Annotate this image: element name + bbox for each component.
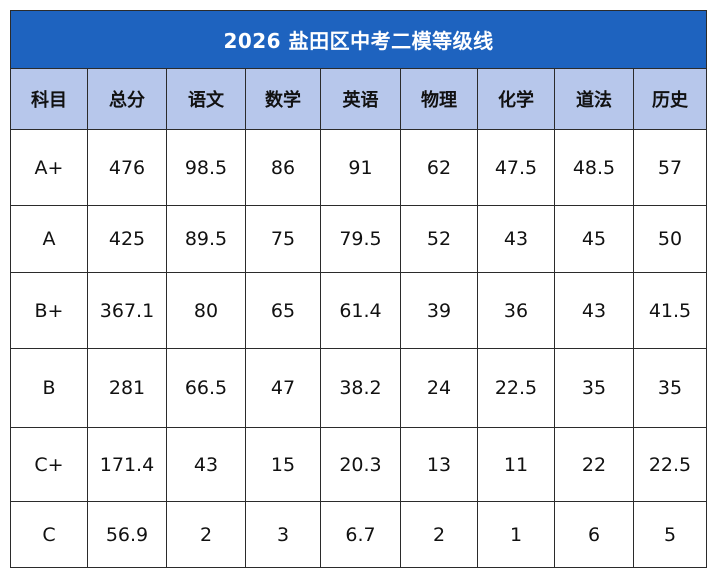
grade-level-cell: A — [10, 205, 88, 273]
table-row: C 56.9 2 3 6.7 2 1 6 5 — [10, 501, 708, 568]
grade-level-cell: C — [10, 501, 88, 568]
grade-line-table: 2026 盐田区中考二模等级线 科目 总分 语文 数学 英语 物理 化学 道法 … — [9, 10, 708, 568]
table-cell: 89.5 — [166, 205, 246, 273]
table-cell: 43 — [554, 272, 634, 349]
title-row: 2026 盐田区中考二模等级线 — [9, 10, 708, 69]
table-cell: 61.4 — [320, 272, 401, 349]
table-cell: 22 — [554, 427, 634, 502]
table-cell: 48.5 — [554, 129, 634, 206]
table-cell: 5 — [632, 501, 708, 568]
table-cell: 41.5 — [632, 272, 708, 349]
column-header-subject: 科目 — [10, 68, 88, 130]
table-cell: 20.3 — [320, 427, 401, 502]
table-cell: 98.5 — [166, 129, 246, 206]
table-cell: 66.5 — [166, 348, 246, 428]
table-cell: 13 — [400, 427, 478, 502]
table-cell: 56.9 — [87, 501, 167, 568]
table-cell: 425 — [87, 205, 167, 273]
column-header-total: 总分 — [87, 68, 167, 130]
table-title: 2026 盐田区中考二模等级线 — [9, 10, 708, 69]
table-cell: 2 — [166, 501, 246, 568]
column-header-english: 英语 — [320, 68, 401, 130]
table-cell: 171.4 — [87, 427, 167, 502]
grade-level-cell: C+ — [10, 427, 88, 502]
table-cell: 22.5 — [632, 427, 708, 502]
table-cell: 35 — [554, 348, 634, 428]
table-cell: 43 — [166, 427, 246, 502]
table-row: C+ 171.4 43 15 20.3 13 11 22 22.5 — [10, 427, 708, 502]
table-cell: 47.5 — [477, 129, 555, 206]
table-cell: 22.5 — [477, 348, 555, 428]
grade-level-cell: B — [10, 348, 88, 428]
table-cell: 65 — [245, 272, 321, 349]
header-row: 科目 总分 语文 数学 英语 物理 化学 道法 历史 — [10, 68, 708, 130]
table-row: A 425 89.5 75 79.5 52 43 45 50 — [10, 205, 708, 273]
table-cell: 36 — [477, 272, 555, 349]
table-cell: 367.1 — [87, 272, 167, 349]
table-cell: 6 — [554, 501, 634, 568]
table-cell: 86 — [245, 129, 321, 206]
table-cell: 47 — [245, 348, 321, 428]
table-cell: 38.2 — [320, 348, 401, 428]
table-cell: 281 — [87, 348, 167, 428]
table-cell: 24 — [400, 348, 478, 428]
table-cell: 1 — [477, 501, 555, 568]
table-cell: 3 — [245, 501, 321, 568]
table-cell: 2 — [400, 501, 478, 568]
table-row: B+ 367.1 80 65 61.4 39 36 43 41.5 — [10, 272, 708, 349]
column-header-ethics-law: 道法 — [554, 68, 634, 130]
table-cell: 35 — [632, 348, 708, 428]
table-cell: 15 — [245, 427, 321, 502]
table-cell: 57 — [632, 129, 708, 206]
column-header-physics: 物理 — [400, 68, 478, 130]
table-cell: 11 — [477, 427, 555, 502]
table-cell: 476 — [87, 129, 167, 206]
table-cell: 52 — [400, 205, 478, 273]
table-cell: 79.5 — [320, 205, 401, 273]
table-cell: 50 — [632, 205, 708, 273]
table-cell: 39 — [400, 272, 478, 349]
table-cell: 6.7 — [320, 501, 401, 568]
column-header-chinese: 语文 — [166, 68, 246, 130]
table-cell: 80 — [166, 272, 246, 349]
table-cell: 43 — [477, 205, 555, 273]
table-row: B 281 66.5 47 38.2 24 22.5 35 35 — [10, 348, 708, 428]
grade-level-cell: B+ — [10, 272, 88, 349]
table-cell: 91 — [320, 129, 401, 206]
table-row: A+ 476 98.5 86 91 62 47.5 48.5 57 — [10, 129, 708, 206]
table-cell: 45 — [554, 205, 634, 273]
column-header-math: 数学 — [245, 68, 321, 130]
grade-table-container: 2026 盐田区中考二模等级线 科目 总分 语文 数学 英语 物理 化学 道法 … — [9, 10, 708, 568]
table-cell: 75 — [245, 205, 321, 273]
table-cell: 62 — [400, 129, 478, 206]
column-header-history: 历史 — [632, 68, 708, 130]
grade-level-cell: A+ — [10, 129, 88, 206]
column-header-chemistry: 化学 — [477, 68, 555, 130]
